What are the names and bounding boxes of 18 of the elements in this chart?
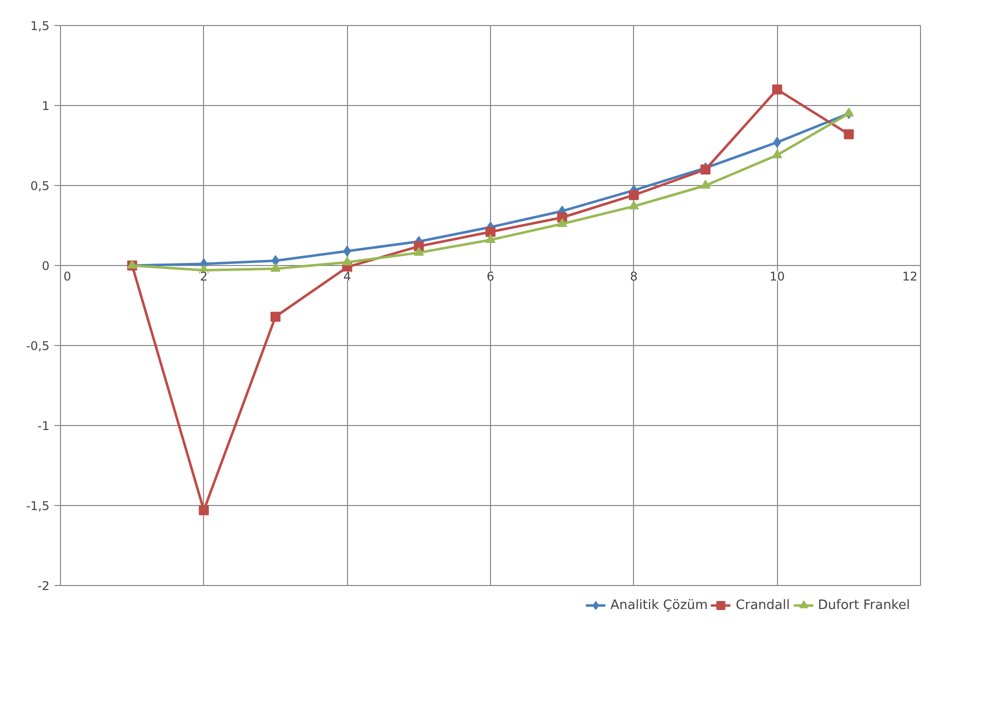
x-tick-label: 4 bbox=[343, 270, 351, 284]
x-tick-label: 12 bbox=[902, 270, 918, 284]
x-tick-label: 10 bbox=[770, 270, 785, 284]
y-tick-label: -1 bbox=[38, 419, 50, 433]
y-tick-label: -2 bbox=[38, 579, 50, 593]
legend-label: Crandall bbox=[736, 598, 790, 612]
y-tick-label: 0 bbox=[42, 259, 50, 273]
y-tick-label: 1 bbox=[42, 99, 50, 113]
y-tick-label: 0,5 bbox=[30, 179, 50, 193]
x-tick-label: 8 bbox=[630, 270, 638, 284]
x-tick-label: 0 bbox=[64, 270, 72, 284]
x-tick-label: 6 bbox=[486, 270, 494, 284]
y-tick-label: 1,5 bbox=[30, 19, 50, 33]
x-tick-label: 2 bbox=[200, 270, 208, 284]
y-tick-label: -0,5 bbox=[26, 339, 50, 353]
legend-label: Analitik Çözüm bbox=[610, 598, 708, 612]
y-tick-label: -1,5 bbox=[26, 499, 50, 513]
legend-label: Dufort Frankel bbox=[818, 598, 910, 612]
